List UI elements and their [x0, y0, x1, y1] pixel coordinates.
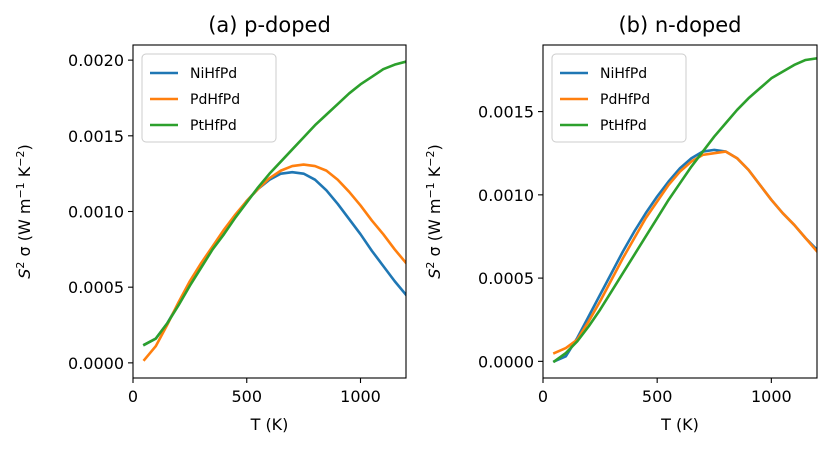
- legend: NiHfPd PdHfPd PtHfPd: [551, 53, 687, 143]
- series-line-pthfpd: [552, 57, 817, 364]
- panel-n-doped: 0 500 1000 0.0000 0.0005 0.0010 0.0015 (b) n-do…: [424, 13, 818, 434]
- y-axis-label-part: K: [425, 166, 444, 182]
- legend-label: PdHfPd: [600, 92, 650, 108]
- y-axis-label-exponent: −2: [424, 151, 437, 167]
- x-tick-label: 1000: [751, 387, 792, 406]
- x-axis-label: T (K): [250, 415, 289, 434]
- series-line-pdhfpd: [552, 150, 817, 355]
- y-tick-label: 0.0000: [478, 352, 534, 371]
- legend-label: PtHfPd: [190, 118, 237, 134]
- y-tick-label: 0.0010: [478, 186, 534, 205]
- y-axis-label-part: S: [425, 269, 444, 279]
- y-axis-label-exponent: −1: [424, 182, 437, 198]
- series-line-pdhfpd: [142, 163, 406, 362]
- y-axis-label-part: ): [15, 144, 34, 150]
- x-tick-label: 1000: [340, 387, 381, 406]
- y-axis-label-part: σ (W m: [15, 199, 34, 262]
- series-line-pthfpd: [142, 60, 406, 347]
- y-axis-label-exponent: −2: [14, 151, 27, 167]
- axes-frame: [542, 44, 818, 379]
- y-axis-label: S2 σ (W m−1 K−2): [424, 144, 445, 278]
- x-tick-label: 0: [128, 387, 138, 406]
- x-axis-label: T (K): [660, 415, 699, 434]
- x-tick-label: 500: [642, 387, 673, 406]
- legend-label: PtHfPd: [600, 118, 647, 134]
- y-tick-label: 0.0015: [478, 103, 534, 122]
- y-axis-label-exponent: 2: [14, 262, 27, 269]
- legend-box: [551, 53, 687, 143]
- y-tick-label: 0.0000: [68, 354, 124, 373]
- legend-label: NiHfPd: [600, 66, 647, 82]
- y-tick-label: 0.0020: [68, 51, 124, 70]
- x-tick-label: 0: [538, 387, 548, 406]
- legend-box: [141, 53, 277, 143]
- legend: NiHfPd PdHfPd PtHfPd: [141, 53, 277, 143]
- y-axis-label-exponent: 2: [424, 262, 437, 269]
- y-tick-label: 0.0005: [68, 278, 124, 297]
- y-axis-label-part: S: [15, 269, 34, 279]
- y-tick-label: 0.0015: [68, 127, 124, 146]
- y-axis-label-part: σ (W m: [425, 199, 444, 262]
- chart-title: (a) p-doped: [208, 13, 331, 37]
- y-tick-label: 0.0010: [68, 203, 124, 222]
- y-tick-label: 0.0005: [478, 269, 534, 288]
- y-axis-label-part: K: [15, 166, 34, 182]
- y-axis-label: S2 σ (W m−1 K−2): [14, 144, 35, 278]
- x-tick-label: 500: [231, 387, 262, 406]
- chart-title: (b) n-doped: [618, 13, 741, 37]
- legend-label: NiHfPd: [190, 66, 237, 82]
- y-axis-label-exponent: −1: [14, 182, 27, 198]
- y-axis-label-part: ): [425, 144, 444, 150]
- panel-p-doped: 0 500 1000 0.0000 0.0005 0.0010 0.0015 0.0020 (a…: [14, 13, 407, 434]
- legend-label: PdHfPd: [190, 92, 240, 108]
